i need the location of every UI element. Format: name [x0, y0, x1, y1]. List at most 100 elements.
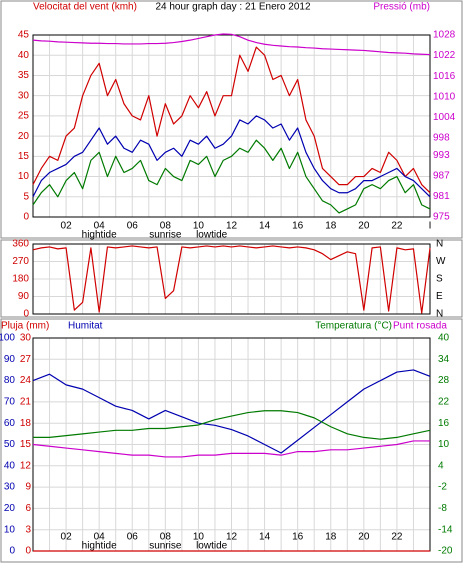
x-tick-label: 06 [127, 532, 139, 543]
x-tick-label: 20 [358, 221, 370, 232]
y2-tick-label: 1028 [433, 30, 456, 41]
series-line [32, 440, 430, 458]
x-tick-label: 10 [193, 532, 205, 543]
x-tick-label: 12 [226, 532, 238, 543]
legend-label: Pluja (mm) [1, 321, 49, 332]
y-tick-label: 0 [9, 546, 15, 557]
x-tick-label: I [429, 221, 432, 232]
y-tick-label: 100 [0, 333, 15, 344]
y3-tick-label: 27 [20, 354, 32, 365]
y-tick-label: 20 [18, 131, 30, 142]
y3-tick-label: 30 [20, 333, 32, 344]
y-tick-label: 40 [18, 50, 30, 61]
x-tick-label: 14 [259, 532, 271, 543]
x-tick-label: 22 [391, 532, 403, 543]
y-tick-label: 70 [4, 397, 16, 408]
y-tick-label: 0 [23, 309, 29, 320]
y2-tick-label: 1022 [433, 50, 456, 61]
y-tick-label: 360 [12, 239, 29, 250]
x-tick-label: 18 [325, 221, 337, 232]
y2-tick-label: 22 [438, 397, 450, 408]
annotation: lowtide [196, 541, 228, 552]
series-line [33, 410, 431, 440]
y-tick-label: 45 [18, 30, 30, 41]
x-tick-label: I [429, 532, 432, 543]
y2-tick-label: 16 [438, 418, 450, 429]
y2-tick-label: 993 [433, 150, 450, 161]
x-tick-label: 20 [358, 532, 370, 543]
y2-tick-label: 981 [433, 191, 450, 202]
y-tick-label: 90 [4, 354, 16, 365]
annotation: sunrise [149, 230, 182, 241]
y-tick-label: 50 [4, 439, 16, 450]
y2-tick-label: N [436, 239, 443, 250]
y3-tick-label: 3 [25, 524, 31, 535]
annotation: hightide [82, 230, 117, 241]
x-tick-label: 18 [325, 532, 337, 543]
x-tick-label: 16 [292, 532, 304, 543]
x-tick-label: 10 [193, 221, 205, 232]
y-tick-label: 20 [4, 503, 16, 514]
x-tick-label: 08 [160, 532, 172, 543]
y-tick-label: 30 [4, 482, 16, 493]
y-tick-label: 15 [18, 151, 30, 162]
annotation: sunrise [149, 541, 182, 552]
y2-tick-label: -8 [438, 503, 447, 514]
y-tick-label: 180 [12, 274, 29, 285]
legend-label: Humitat [68, 321, 103, 332]
y-tick-label: 25 [18, 111, 30, 122]
annotation: lowtide [196, 230, 228, 241]
legend-label: Velocitat del vent (kmh) [33, 2, 137, 13]
x-tick-label: 12 [226, 221, 238, 232]
y3-tick-label: 15 [20, 439, 32, 450]
chart-title: 24 hour graph day : 21 Enero 2012 [155, 2, 311, 13]
legend-label: Temperatura (°C) [315, 321, 392, 332]
x-tick-label: 08 [160, 221, 172, 232]
y2-tick-label: 975 [433, 212, 450, 223]
y2-tick-label: 1010 [433, 91, 456, 102]
annotation: hightide [82, 541, 117, 552]
y2-tick-label: -14 [438, 524, 453, 535]
y-tick-label: 40 [4, 460, 16, 471]
y2-tick-label: N [436, 309, 443, 320]
series-line [32, 33, 431, 56]
y2-tick-label: 34 [438, 354, 450, 365]
x-tick-label: 04 [94, 221, 106, 232]
y3-tick-label: 6 [25, 503, 31, 514]
plot-area [32, 243, 431, 315]
y2-tick-label: 40 [438, 333, 450, 344]
y-tick-label: 90 [18, 291, 30, 302]
y2-tick-label: W [436, 256, 446, 267]
y-tick-label: 270 [12, 256, 29, 267]
y-tick-label: 5 [23, 191, 29, 202]
y3-tick-label: 24 [20, 375, 32, 386]
x-tick-label: 16 [292, 221, 304, 232]
x-tick-label: 02 [61, 221, 73, 232]
legend-label: Punt rosada [393, 321, 447, 332]
x-tick-label: 22 [391, 221, 403, 232]
plot-area [32, 34, 431, 218]
y3-tick-label: 9 [25, 482, 31, 493]
y2-tick-label: E [436, 291, 443, 302]
y2-tick-label: 10 [438, 439, 450, 450]
y-tick-label: 10 [18, 171, 30, 182]
y2-tick-label: 28 [438, 375, 450, 386]
y2-tick-label: 1004 [433, 112, 456, 123]
y3-tick-label: 0 [25, 546, 31, 557]
y-tick-label: 35 [18, 70, 30, 81]
y2-tick-label: -20 [438, 546, 453, 557]
x-tick-label: 14 [259, 221, 271, 232]
x-tick-label: 04 [94, 532, 106, 543]
y-tick-label: 60 [4, 418, 16, 429]
series-line [32, 139, 431, 214]
y-tick-label: 30 [18, 90, 30, 101]
x-tick-label: 02 [61, 532, 73, 543]
y-tick-label: 80 [4, 375, 16, 386]
y2-tick-label: 987 [433, 170, 450, 181]
series-line [32, 115, 431, 198]
x-tick-label: 06 [127, 221, 139, 232]
series-line [32, 369, 431, 454]
legend-label: Pressió (mb) [373, 2, 430, 13]
y3-tick-label: 12 [20, 460, 32, 471]
